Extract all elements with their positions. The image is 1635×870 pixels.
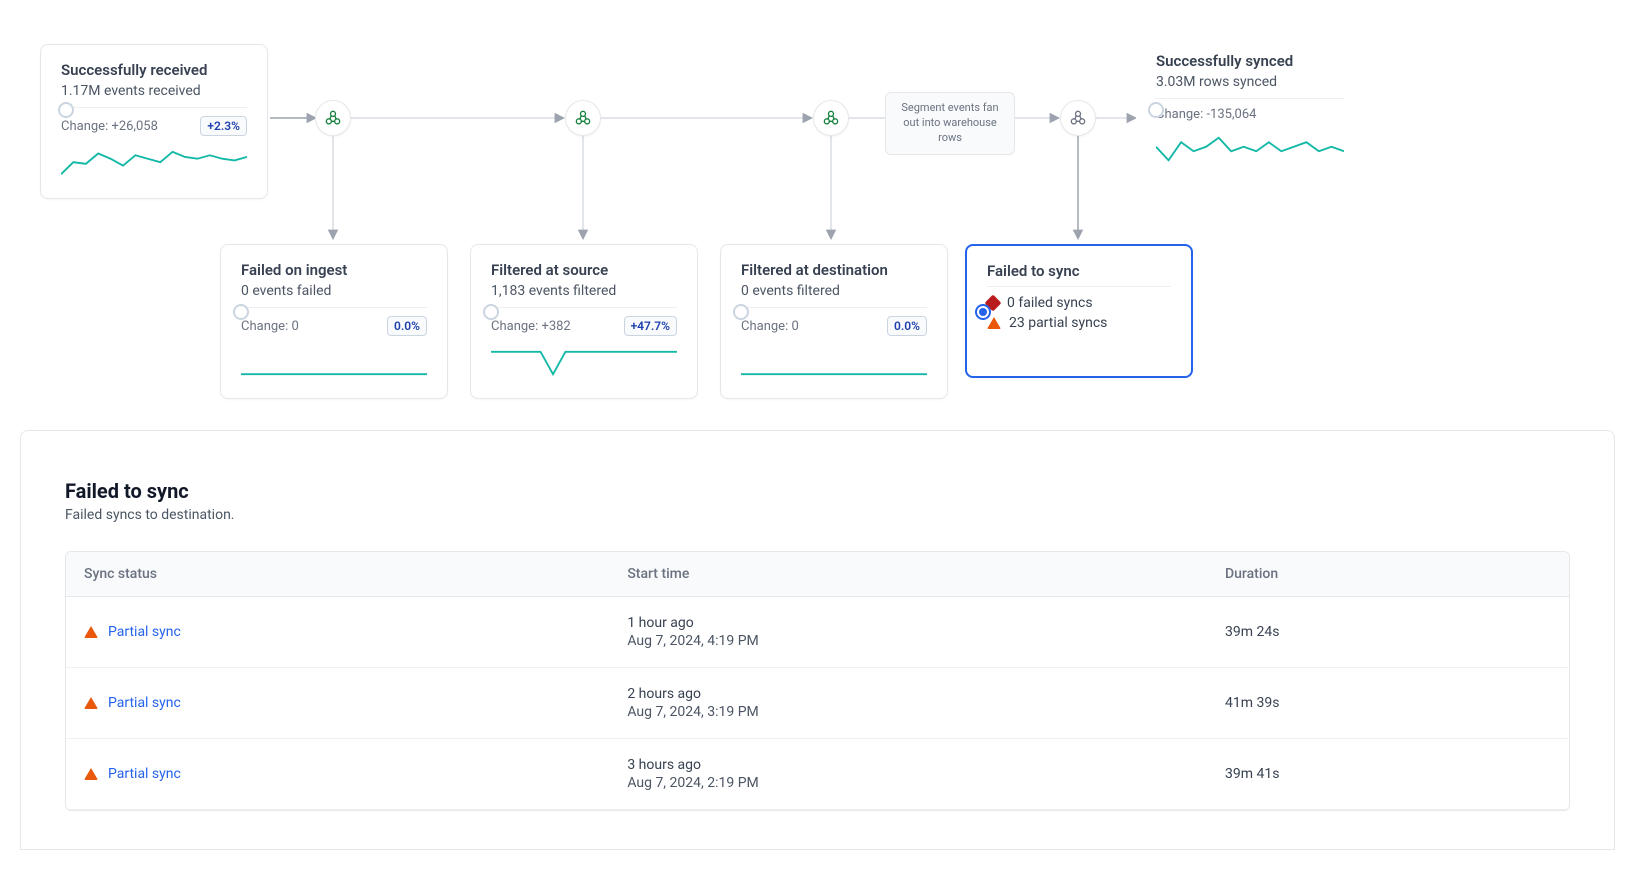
sparkline [1156,134,1344,164]
warning-icon [84,697,98,709]
change-pct-badge: 0.0% [387,316,427,336]
change-label: Change: 0 [241,319,299,334]
card-subtitle: 0 events failed [241,283,427,299]
change-pct-badge: +2.3% [200,116,247,136]
start-relative: 3 hours ago [627,757,1225,773]
card-title: Filtered at destination [741,261,927,279]
failed-syncs-label: 0 failed syncs [1007,295,1093,311]
card-filtered-at-source[interactable]: Filtered at source 1,183 events filtered… [470,244,698,399]
sync-status-link[interactable]: Partial sync [108,695,181,711]
card-title: Failed to sync [987,262,1171,280]
start-absolute: Aug 7, 2024, 3:19 PM [627,704,1225,720]
col-sync-status: Sync status [84,566,627,582]
start-absolute: Aug 7, 2024, 4:19 PM [627,633,1225,649]
duration: 39m 41s [1225,766,1551,782]
detail-subtitle: Failed syncs to destination. [65,507,1570,523]
select-radio-filtered-dest[interactable] [733,304,749,320]
select-radio-synced[interactable] [1148,102,1164,118]
select-radio-received[interactable] [58,102,74,118]
change-label: Change: -135,064 [1156,107,1256,122]
table-row[interactable]: Partial sync 1 hour ago Aug 7, 2024, 4:1… [66,597,1569,668]
select-radio-failed-sync[interactable] [975,304,991,320]
flow-node-1 [315,100,351,136]
flow-node-4 [1060,100,1096,136]
detail-title: Failed to sync [65,479,1570,503]
change-pct-badge: +47.7% [624,316,677,336]
select-radio-failed-ingest[interactable] [233,304,249,320]
card-subtitle: 1,183 events filtered [491,283,677,299]
col-start-time: Start time [627,566,1225,582]
segment-icon [1068,108,1088,128]
card-subtitle: 0 events filtered [741,283,927,299]
sparkline [741,348,927,378]
change-label: Change: 0 [741,319,799,334]
change-pct-badge: 0.0% [887,316,927,336]
card-failed-on-ingest[interactable]: Failed on ingest 0 events failed Change:… [220,244,448,399]
sparkline [491,348,677,378]
segment-icon [821,108,841,128]
card-subtitle: 1.17M events received [61,83,247,99]
start-relative: 1 hour ago [627,615,1225,631]
duration: 41m 39s [1225,695,1551,711]
table-header-row: Sync status Start time Duration [66,552,1569,597]
card-title: Successfully received [61,61,247,79]
card-successfully-received[interactable]: Successfully received 1.17M events recei… [40,44,268,199]
sparkline [241,348,427,378]
fanout-info-pill: Segment events fan out into warehouse ro… [885,92,1015,155]
table-row[interactable]: Partial sync 2 hours ago Aug 7, 2024, 3:… [66,668,1569,739]
pipeline-flow-diagram: Successfully received 1.17M events recei… [20,20,1615,390]
flow-node-2 [565,100,601,136]
start-relative: 2 hours ago [627,686,1225,702]
segment-icon [323,108,343,128]
card-failed-to-sync[interactable]: Failed to sync 0 failed syncs 23 partial… [965,244,1193,378]
card-successfully-synced[interactable]: Successfully synced 3.03M rows synced Ch… [1136,44,1364,184]
change-label: Change: +26,058 [61,119,158,134]
sync-status-link[interactable]: Partial sync [108,766,181,782]
start-absolute: Aug 7, 2024, 2:19 PM [627,775,1225,791]
select-radio-filtered-source[interactable] [483,304,499,320]
col-duration: Duration [1225,566,1551,582]
duration: 39m 24s [1225,624,1551,640]
sparkline [61,148,247,178]
card-subtitle: 3.03M rows synced [1156,74,1344,90]
flow-node-3 [813,100,849,136]
failed-to-sync-detail-panel: Failed to sync Failed syncs to destinati… [20,430,1615,850]
partial-syncs-icon [987,317,1001,329]
sync-status-link[interactable]: Partial sync [108,624,181,640]
sync-history-table: Sync status Start time Duration Partial … [65,551,1570,811]
warning-icon [84,626,98,638]
card-title: Filtered at source [491,261,677,279]
warning-icon [84,768,98,780]
change-label: Change: +382 [491,319,571,334]
segment-icon [573,108,593,128]
partial-syncs-label: 23 partial syncs [1009,315,1107,331]
card-title: Failed on ingest [241,261,427,279]
table-row[interactable]: Partial sync 3 hours ago Aug 7, 2024, 2:… [66,739,1569,810]
card-title: Successfully synced [1156,52,1344,70]
card-filtered-at-destination[interactable]: Filtered at destination 0 events filtere… [720,244,948,399]
